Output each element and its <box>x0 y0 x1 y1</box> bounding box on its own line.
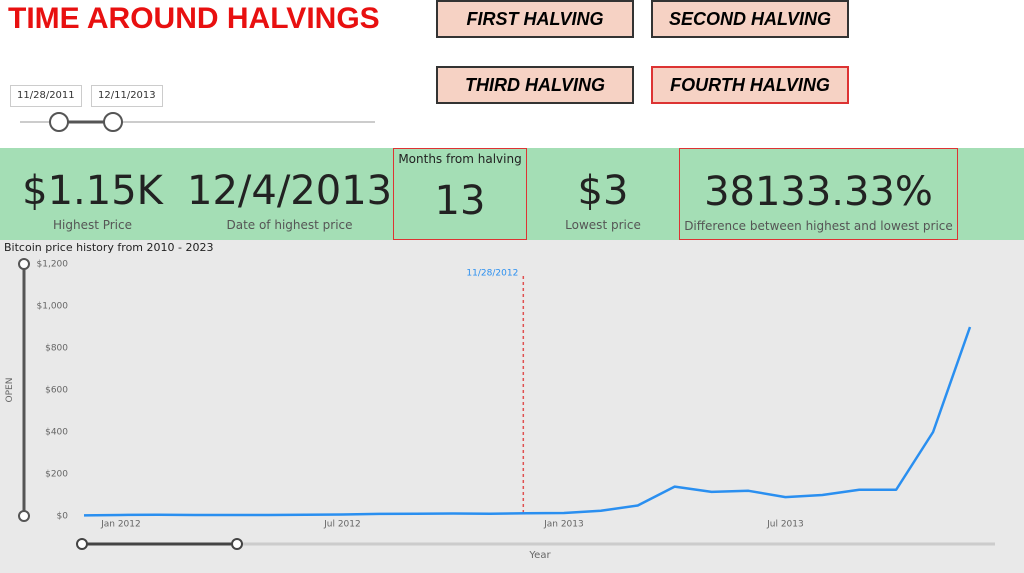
y-tick-label: $1,200 <box>37 260 69 270</box>
kpi-label: Lowest price <box>565 218 641 232</box>
kpi-label: Date of highest price <box>226 218 353 232</box>
y-tick-label: $1,000 <box>37 302 69 312</box>
y-slider-handle[interactable] <box>18 258 30 270</box>
x-tick-label: Jan 2012 <box>100 520 141 530</box>
end-date[interactable]: 12/11/2013 <box>91 85 163 107</box>
kpi-label: Highest Price <box>52 218 132 232</box>
kpi-card: Months from halving 13 <box>393 148 527 240</box>
chart: Bitcoin price history from 2010 - 2023 O… <box>4 241 995 561</box>
kpi-card: $3 Lowest price <box>529 148 677 240</box>
kpi-card: 12/4/2013 Date of highest price <box>187 148 392 240</box>
kpi-value: $1.15K <box>22 168 163 214</box>
y-tick-label: $400 <box>45 428 68 438</box>
y-tick-label: $0 <box>57 512 69 522</box>
y-tick-label: $600 <box>45 386 68 396</box>
halving-button[interactable]: FIRST HALVING <box>436 0 634 38</box>
annotation-label: 11/28/2012 <box>466 269 518 279</box>
x-tick-label: Jul 2012 <box>323 520 361 530</box>
y-tick-label: $200 <box>45 470 68 480</box>
x-slider-handle[interactable] <box>231 538 243 550</box>
start-date[interactable]: 11/28/2011 <box>10 85 82 107</box>
kpi-card: 38133.33% Difference between highest and … <box>679 148 958 240</box>
kpi-value: 38133.33% <box>704 169 933 215</box>
kpi-label: Months from halving <box>398 152 522 166</box>
kpi-value: $3 <box>577 168 629 214</box>
x-tick-label: Jan 2013 <box>543 520 584 530</box>
chart-title: Bitcoin price history from 2010 - 2023 <box>4 241 213 254</box>
page-title: TIME AROUND HALVINGS <box>8 2 380 35</box>
halving-button[interactable]: THIRD HALVING <box>436 66 634 104</box>
kpi-band <box>0 148 1024 240</box>
y-slider-handle[interactable] <box>18 510 30 522</box>
kpi-value: 13 <box>434 178 486 224</box>
date-slider[interactable] <box>0 108 390 138</box>
kpi-card: $1.15K Highest Price <box>0 148 185 240</box>
x-slider-handle[interactable] <box>76 538 88 550</box>
kpi-value: 12/4/2013 <box>187 168 393 214</box>
price-line <box>83 326 972 517</box>
halving-button[interactable]: FOURTH HALVING <box>651 66 849 104</box>
x-axis-label: Year <box>528 550 551 561</box>
halving-button[interactable]: SECOND HALVING <box>651 0 849 38</box>
chart-background <box>0 240 1024 573</box>
y-tick-label: $800 <box>45 344 68 354</box>
x-tick-label: Jul 2013 <box>766 520 804 530</box>
y-axis-label: OPEN <box>5 378 15 403</box>
kpi-label: Difference between highest and lowest pr… <box>684 219 953 233</box>
